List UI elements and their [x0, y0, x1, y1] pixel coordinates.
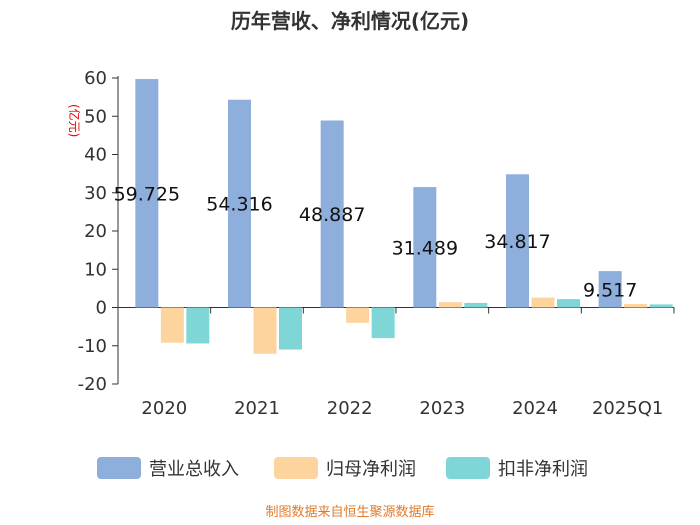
chart-title: 历年营收、净利情况(亿元)	[231, 9, 469, 33]
x-tick-label: 2021	[234, 398, 280, 419]
bar-revenue[interactable]	[413, 187, 437, 308]
bar-net-profit[interactable]	[438, 302, 462, 308]
y-tick-label: -10	[78, 336, 107, 357]
bar-revenue[interactable]	[228, 99, 251, 308]
source-note: 制图数据来自恒生聚源数据库	[265, 504, 434, 520]
y-tick-label: -20	[78, 374, 107, 395]
legend-swatch-deducted-net-profit	[446, 457, 490, 479]
bar-series-group	[135, 79, 673, 354]
bar-net-profit[interactable]	[160, 307, 184, 343]
y-tick-label: 60	[84, 68, 107, 89]
y-tick-label: 50	[84, 106, 107, 127]
y-axis-unit-label: (亿元)	[67, 104, 82, 137]
legend-swatch-revenue	[97, 457, 141, 479]
data-label-revenue: 9.517	[583, 279, 637, 301]
y-axis: 60 50 40 30 20 10 0 -10 -20	[78, 68, 119, 395]
data-label-group: 59.725 54.316 48.887 31.489 34.817 9.517	[114, 183, 638, 301]
x-tick-label: 2023	[419, 398, 465, 419]
bar-net-profit[interactable]	[253, 307, 277, 354]
bar-deducted-net-profit[interactable]	[557, 299, 580, 308]
y-tick-label: 0	[96, 298, 107, 319]
legend-label-deducted-net-profit: 扣非净利润	[498, 459, 588, 480]
data-label-revenue: 31.489	[392, 237, 458, 259]
bar-revenue[interactable]	[135, 79, 159, 308]
legend-label-revenue: 营业总收入	[149, 459, 239, 480]
bar-net-profit[interactable]	[624, 304, 648, 308]
legend: 营业总收入 归母净利润 扣非净利润	[97, 457, 588, 480]
bar-revenue[interactable]	[598, 271, 622, 308]
data-label-revenue: 34.817	[484, 231, 550, 253]
bar-deducted-net-profit[interactable]	[649, 304, 673, 308]
x-tick-label: 2022	[327, 398, 373, 419]
legend-swatch-net-profit	[274, 457, 318, 479]
x-tick-label: 2024	[512, 398, 558, 419]
y-tick-label: 40	[84, 145, 107, 166]
bar-revenue[interactable]	[320, 120, 344, 308]
x-tick-label: 2025Q1	[592, 398, 663, 419]
bar-deducted-net-profit[interactable]	[186, 307, 210, 344]
bar-revenue[interactable]	[506, 174, 529, 308]
data-label-revenue: 59.725	[114, 183, 180, 205]
legend-item-deducted-net-profit[interactable]: 扣非净利润	[446, 457, 588, 480]
legend-item-net-profit[interactable]: 归母净利润	[274, 457, 416, 480]
data-label-revenue: 54.316	[206, 194, 272, 216]
bar-deducted-net-profit[interactable]	[464, 302, 488, 308]
y-tick-label: 10	[84, 259, 107, 280]
x-tick-label: 2020	[141, 398, 187, 419]
x-axis: 2020 2021 2022 2023 2024 2025Q1	[117, 307, 675, 419]
bar-deducted-net-profit[interactable]	[371, 307, 395, 339]
data-label-revenue: 48.887	[299, 204, 365, 226]
y-tick-label: 20	[84, 221, 107, 242]
legend-item-revenue[interactable]: 营业总收入	[97, 457, 239, 480]
y-tick-label: 30	[84, 183, 107, 204]
bar-net-profit[interactable]	[346, 307, 370, 323]
bar-net-profit[interactable]	[531, 297, 555, 308]
bar-deducted-net-profit[interactable]	[279, 307, 302, 350]
legend-label-net-profit: 归母净利润	[326, 459, 416, 480]
